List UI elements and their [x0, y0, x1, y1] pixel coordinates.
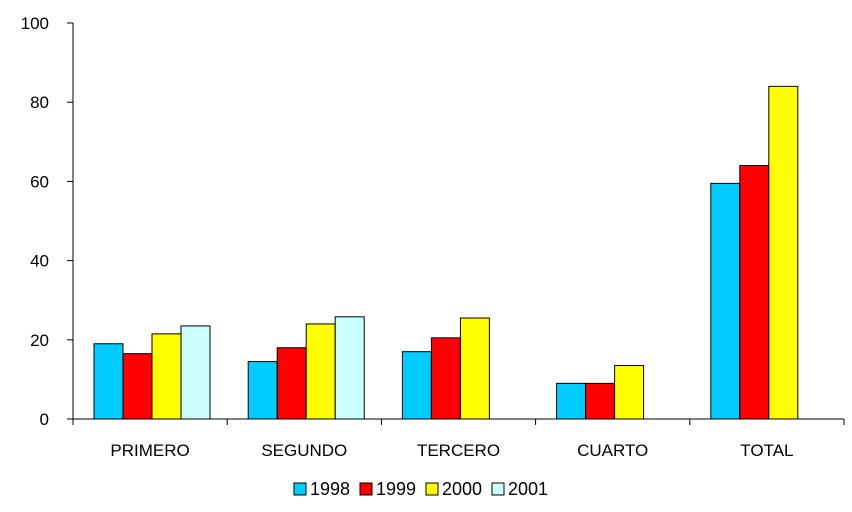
legend-label-1998: 1998 — [310, 479, 350, 499]
y-tick-label: 60 — [30, 172, 49, 191]
y-tick-label: 0 — [40, 410, 49, 429]
bar-2000-segundo — [305, 323, 336, 420]
y-tick-label: 100 — [21, 14, 49, 33]
bar-1999-total — [739, 165, 770, 420]
x-category-label: TOTAL — [740, 441, 793, 460]
bar-2001-primero — [180, 325, 211, 420]
bar-1998-tercero — [401, 351, 432, 420]
bar-1998-primero — [93, 343, 124, 420]
legend-swatch-2001 — [491, 482, 505, 496]
bar-2000-tercero — [459, 317, 490, 420]
x-category-label: CUARTO — [577, 441, 648, 460]
legend-label-2000: 2000 — [442, 479, 482, 499]
bar-1998-segundo — [247, 361, 278, 420]
y-tick-label: 40 — [30, 252, 49, 271]
legend-label-2001: 2001 — [508, 479, 548, 499]
y-tick-label: 80 — [30, 93, 49, 112]
bar-1998-total — [710, 182, 741, 420]
bar-1998-cuarto — [556, 382, 587, 420]
x-category-label: SEGUNDO — [261, 441, 347, 460]
bar-1999-primero — [122, 353, 153, 420]
bar-2000-total — [768, 85, 799, 420]
bar-1999-tercero — [430, 337, 461, 420]
legend-label-1999: 1999 — [376, 479, 416, 499]
legend-swatch-2000 — [425, 482, 439, 496]
x-category-labels: PRIMERO SEGUNDO TERCERO CUARTO TOTAL — [110, 441, 793, 460]
bar-2000-primero — [151, 333, 182, 420]
y-tick-label: 20 — [30, 331, 49, 350]
y-tick-labels: 0 20 40 60 80 100 — [21, 14, 49, 429]
legend: 1998 1999 2000 2001 — [293, 479, 548, 499]
bar-2000-cuarto — [614, 365, 645, 420]
legend-swatch-1999 — [359, 482, 373, 496]
x-category-label: TERCERO — [417, 441, 500, 460]
bar-1999-cuarto — [585, 382, 616, 420]
bar-2001-segundo — [334, 316, 365, 420]
legend-swatch-1998 — [293, 482, 307, 496]
bar-1999-segundo — [276, 347, 307, 420]
bars — [93, 85, 799, 420]
x-category-label: PRIMERO — [110, 441, 189, 460]
